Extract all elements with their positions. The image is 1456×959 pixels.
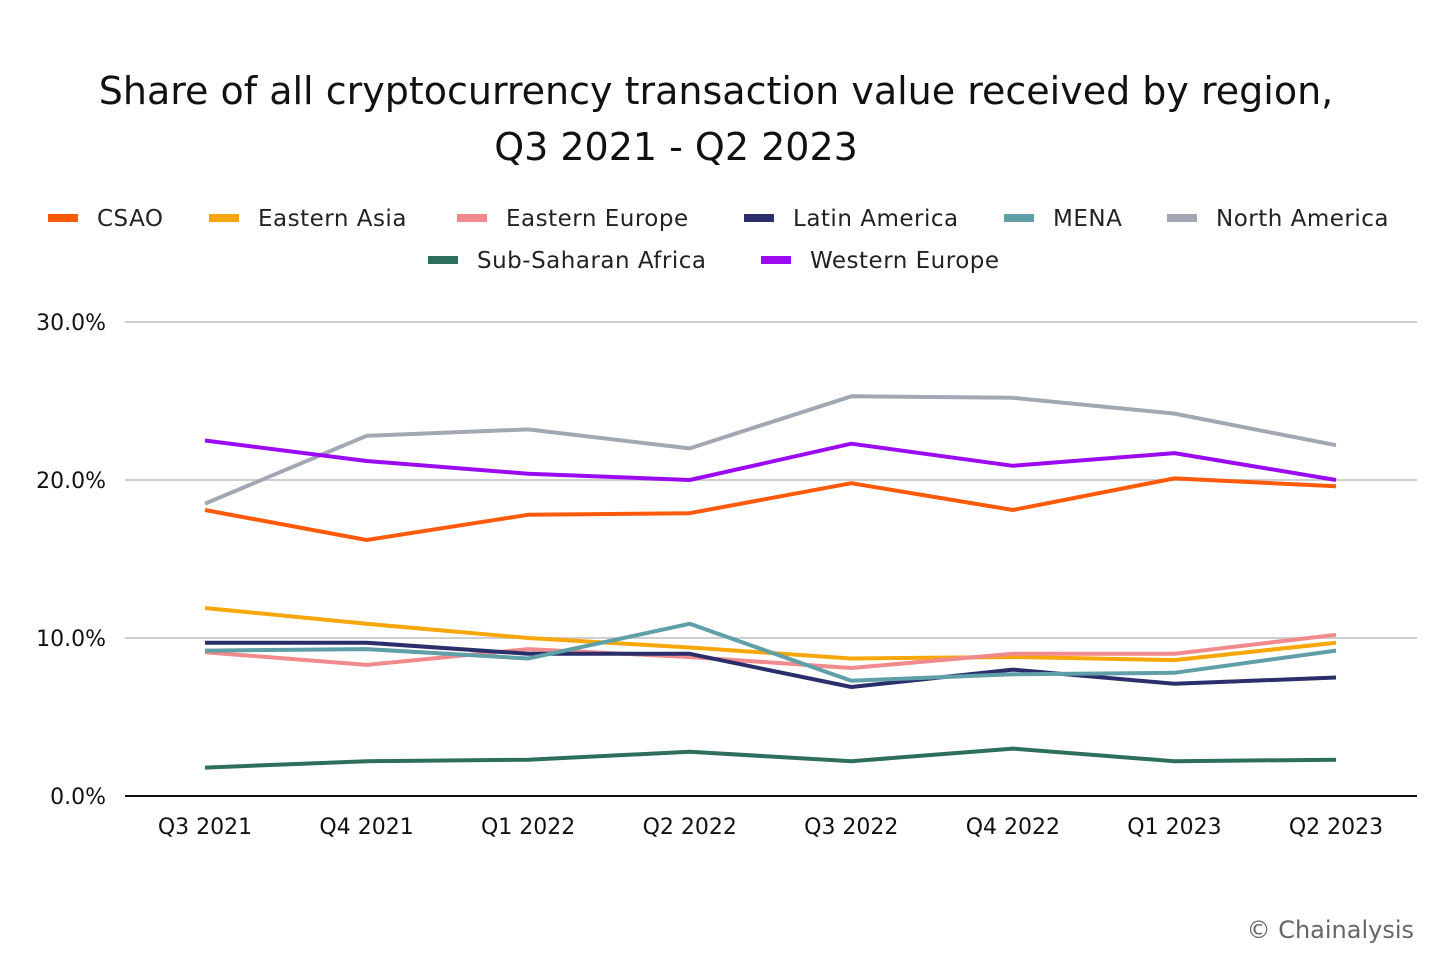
legend-item-sub-saharan-africa: Sub-Saharan Africa [428,248,706,274]
y-tick-label: 10.0% [36,627,106,652]
legend-swatch [457,214,487,222]
chart-title-line-1: Share of all cryptocurrency transaction … [99,69,1333,113]
legend-item-mena: MENA [1004,206,1122,232]
series-lines [204,394,1337,770]
legend-swatch [48,214,78,222]
x-tick-label: Q1 2023 [1127,815,1221,840]
legend-label: CSAO [97,206,164,232]
legend-swatch [1167,214,1197,222]
series-line-western-europe [204,438,1337,482]
legend-swatch [744,214,774,222]
legend-swatch [761,256,791,264]
y-tick-label: 20.0% [36,469,106,494]
x-tick-label: Q2 2023 [1289,815,1383,840]
legend-swatch [209,214,239,222]
legend-label: North America [1216,206,1389,232]
x-axis: Q3 2021 Q4 2021 Q1 2022 Q2 2022 Q3 2022 Q4 20… [125,795,1417,840]
legend-item-western-europe: Western Europe [761,248,1000,274]
legend-item-north-america: North America [1167,206,1389,232]
chart-title-line-2: Q3 2021 - Q2 2023 [494,125,858,169]
series-line-north-america [204,394,1337,506]
legend-item-eastern-asia: Eastern Asia [209,206,407,232]
chart-title: Share of all cryptocurrency transaction … [99,69,1333,169]
y-tick-label: 30.0% [36,311,106,336]
x-tick-label: Q2 2022 [643,815,737,840]
legend-swatch [428,256,458,264]
x-tick-label: Q3 2022 [804,815,898,840]
series-line-sub-saharan-africa [204,746,1337,770]
y-axis: 0.0% 10.0% 20.0% 30.0% [36,311,106,810]
legend-label: Eastern Europe [506,206,689,232]
x-tick-label: Q3 2021 [158,815,252,840]
x-tick-label: Q4 2022 [966,815,1060,840]
legend-item-latin-america: Latin America [744,206,959,232]
legend-label: Eastern Asia [258,206,407,232]
series-line-mena [204,621,1337,683]
legend-label: Latin America [793,206,959,232]
legend-item-csao: CSAO [48,206,164,232]
legend-swatch [1004,214,1034,222]
series-line-eastern-europe [204,632,1337,670]
legend-label: MENA [1053,206,1122,232]
x-tick-label: Q4 2021 [319,815,413,840]
legend-label: Sub-Saharan Africa [477,248,706,274]
legend: CSAO Eastern Asia Eastern Europe Latin Amer… [48,206,1389,274]
series-line-latin-america [205,640,1337,689]
legend-item-eastern-europe: Eastern Europe [457,206,689,232]
y-tick-label: 0.0% [50,785,106,810]
x-tick-label: Q1 2022 [481,815,575,840]
series-line-csao [204,476,1337,542]
source-credit: © Chainalysis [1247,916,1414,944]
legend-label: Western Europe [810,248,1000,274]
